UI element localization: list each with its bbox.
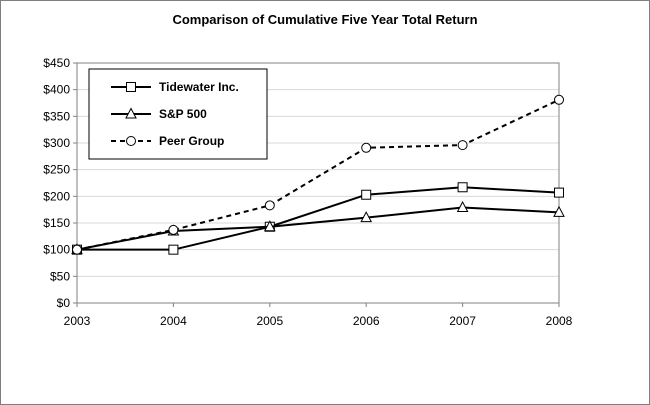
legend-item: Tidewater Inc. [111,80,239,94]
data-point [361,142,372,153]
data-point [72,244,82,255]
legend: Tidewater Inc. S&P 500 Peer Group [88,68,268,160]
data-point [168,224,179,235]
data-point [457,140,468,151]
x-tick-label: 2005 [256,314,283,328]
y-tick-label: $400 [43,83,70,97]
y-axis-ticks: $0 $50 $100 $150 $200 $250 $300 $350 $400 $450 [43,56,77,310]
data-point [263,220,276,232]
series-lines [71,94,565,255]
x-tick-label: 2004 [160,314,187,328]
legend-label: S&P 500 [159,107,207,121]
x-tick-label: 2008 [546,314,573,328]
y-tick-label: $350 [43,109,70,123]
x-axis-ticks: 2003 2004 2005 2006 2007 2008 [64,303,573,328]
data-point [264,200,275,211]
legend-item: S&P 500 [111,107,207,121]
series-line [77,186,560,251]
y-tick-label: $0 [57,296,71,310]
y-tick-label: $50 [50,269,70,283]
y-tick-label: $250 [43,163,70,177]
chart-title: Comparison of Cumulative Five Year Total… [172,12,478,27]
x-tick-label: 2007 [449,314,476,328]
data-point [554,187,564,198]
data-point [361,189,372,200]
data-point [457,182,468,193]
plot-area [76,62,560,304]
y-tick-label: $450 [43,56,70,70]
y-tick-label: $200 [43,189,70,203]
y-tick-label: $100 [43,243,70,257]
x-tick-label: 2006 [353,314,380,328]
series-line [76,206,560,251]
series-peer-group [72,94,564,255]
legend-item: Peer Group [111,134,224,148]
data-point [360,211,373,223]
x-tick-label: 2003 [64,314,91,328]
legend-marker [126,82,136,92]
legend-marker [126,136,136,146]
legend-label: Peer Group [159,134,224,148]
data-point [553,205,565,217]
data-point [456,200,469,213]
series-tidewater-inc [72,182,564,255]
y-tick-label: $300 [43,136,70,150]
y-tick-label: $150 [43,216,70,230]
legend-label: Tidewater Inc. [159,80,239,94]
series-line [76,98,560,251]
data-point [168,244,179,255]
legend-marker [125,107,137,119]
data-point [554,94,564,105]
